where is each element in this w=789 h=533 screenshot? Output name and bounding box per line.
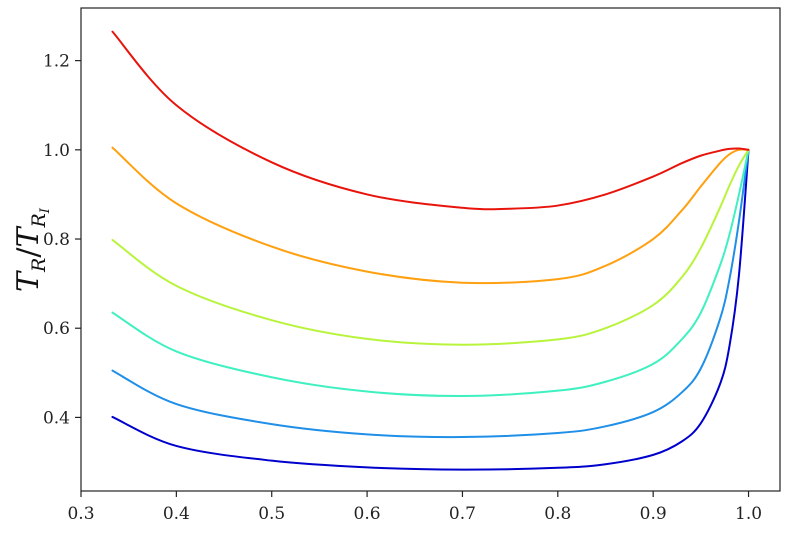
series-line-3	[111, 148, 750, 398]
x-tick-label: 0.9	[640, 504, 667, 524]
x-tick-label: 0.3	[67, 504, 94, 524]
y-tick-label: 0.6	[43, 319, 70, 339]
plot-lines	[111, 30, 750, 471]
series-line-2	[111, 148, 750, 439]
y-tick-label: 1.0	[43, 141, 70, 161]
series-line-4	[111, 148, 750, 346]
y-tick-label: 1.2	[43, 52, 70, 72]
series-line-6	[111, 30, 750, 211]
series-line-1	[111, 148, 750, 471]
x-tick-label: 1.0	[735, 504, 762, 524]
ylabel-sep: /	[11, 247, 46, 258]
ylabel-sub: R	[28, 258, 50, 273]
ylabel-main: T	[11, 270, 46, 292]
x-tick-label: 0.7	[449, 504, 476, 524]
ylabel-subsub2: I	[38, 207, 53, 214]
x-tick-label: 0.6	[354, 504, 381, 524]
ylabel-main2: T	[11, 226, 46, 248]
axes-frame	[80, 7, 781, 492]
x-axis: 0.3 0.4 0.5 0.6 0.7 0.8 0.9 1.0	[67, 491, 762, 524]
y-axis-label: TR/TRI	[11, 207, 53, 292]
x-tick-label: 0.4	[163, 504, 190, 524]
x-tick-label: 0.5	[258, 504, 285, 524]
ylabel-sub2: R	[28, 213, 50, 228]
x-tick-label: 0.8	[544, 504, 571, 524]
series-line-5	[111, 146, 750, 285]
y-tick-label: 0.4	[43, 408, 70, 428]
y-axis: 0.4 0.6 0.8 1.0 1.2	[43, 52, 81, 428]
y-tick-label: 0.8	[43, 230, 70, 250]
